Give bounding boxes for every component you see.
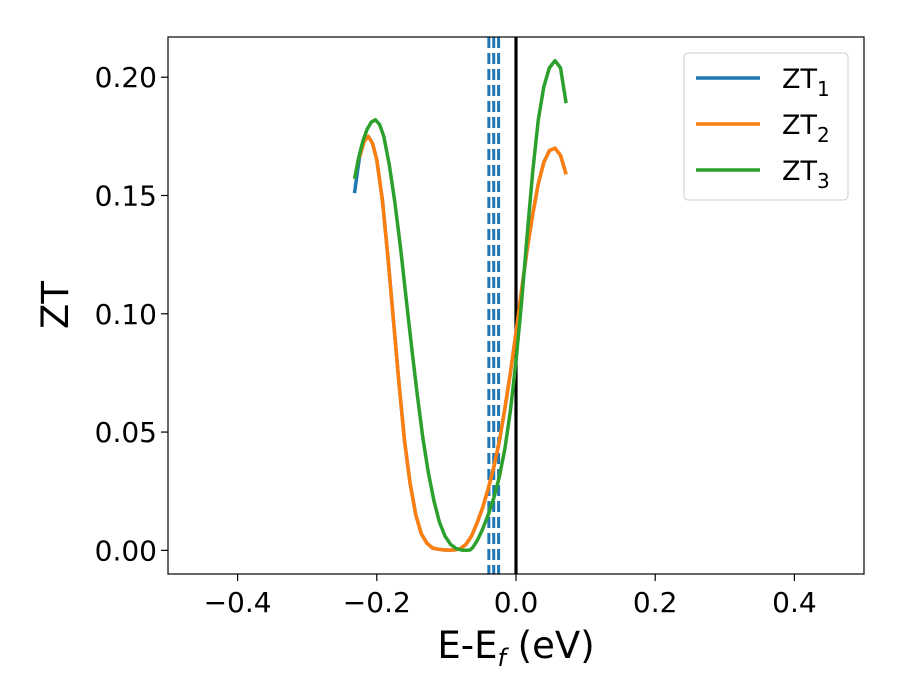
x-tick-label: −0.4: [204, 586, 272, 619]
y-axis-label: ZT: [34, 281, 77, 329]
legend-label-zt1: ZT1: [782, 64, 830, 101]
x-tick-label: 0.0: [494, 586, 539, 619]
y-tick-label: 0.05: [95, 416, 157, 449]
y-tick-label: 0.20: [95, 61, 157, 94]
y-tick-label: 0.10: [95, 298, 157, 331]
y-tick-label: 0.15: [95, 179, 157, 212]
legend-frame: [683, 52, 849, 201]
series-line-zt3: [352, 58, 568, 553]
y-ticks: 0.00 0.05 0.10 0.15 0.20: [95, 61, 168, 567]
series-line-zt2: [357, 134, 568, 552]
vertical-lines: [487, 37, 518, 574]
y-tick-label: 0.00: [95, 534, 157, 567]
series-layer: [352, 58, 568, 553]
x-tick-label: 0.4: [772, 586, 817, 619]
x-tick-label: −0.2: [343, 586, 411, 619]
legend: ZT1 ZT2 ZT3: [683, 52, 849, 201]
legend-label-zt3: ZT3: [782, 156, 830, 193]
x-ticks: −0.4 −0.2 0.0 0.2 0.4: [204, 574, 817, 619]
x-axis-label: E-Ef (eV): [437, 624, 594, 672]
legend-label-zt2: ZT2: [782, 110, 830, 147]
x-tick-label: 0.2: [633, 586, 678, 619]
